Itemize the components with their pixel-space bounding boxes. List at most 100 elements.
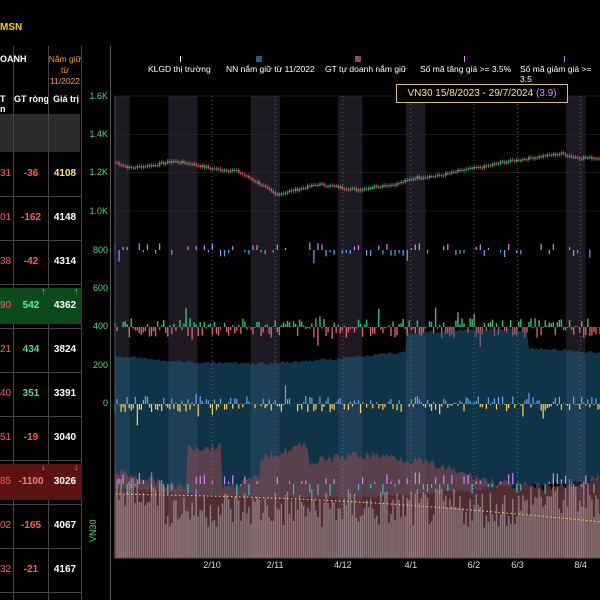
prop-flow-bar [400, 323, 402, 327]
net-flow-bar [331, 404, 333, 409]
candle [432, 176, 435, 178]
volume-bar [331, 501, 333, 558]
volume-bar [256, 496, 258, 558]
volume-bar [481, 493, 484, 558]
legend-label: Số mã giảm giá >= 3.5 [520, 64, 592, 84]
net-flow-bar [173, 404, 175, 409]
candle [242, 173, 244, 175]
volume-bar [447, 507, 449, 558]
net-flow-bar [266, 404, 268, 407]
candle [193, 163, 195, 165]
candle [515, 159, 518, 162]
breadth-bar-lower [560, 479, 563, 484]
breadth-bar-lower [593, 484, 595, 494]
x-tick-label: 2/11 [267, 560, 284, 570]
volume-bar [414, 493, 417, 558]
row-separator [0, 592, 82, 593]
candle [562, 152, 565, 154]
volume-bar [321, 526, 323, 558]
breadth-bar [223, 250, 226, 257]
net-flow-bar [520, 404, 522, 406]
volume-bar [418, 503, 421, 558]
prop-flow-bar [262, 327, 264, 333]
candle [481, 167, 484, 169]
row-holding-value: 3040 [53, 432, 77, 443]
volume-bar [392, 499, 394, 558]
prop-flow-bar [396, 327, 398, 336]
candle [181, 161, 183, 164]
net-flow-bar [288, 398, 291, 404]
breadth-bar-lower [520, 484, 522, 491]
row-net-value: -42 [23, 256, 39, 267]
breadth-bar [508, 243, 510, 250]
row-separator [0, 460, 82, 461]
row-separator [0, 416, 82, 417]
net-flow-bar [357, 400, 360, 404]
candle [140, 166, 143, 168]
volume-bar [148, 501, 151, 558]
candle [436, 174, 439, 176]
prop-flow-bar [579, 327, 581, 333]
prop-flow-bar [317, 327, 319, 346]
prop-flow-bar [146, 324, 149, 327]
candle [489, 165, 492, 167]
net-flow-bar [372, 404, 374, 409]
candle [179, 162, 181, 164]
volume-bar [252, 498, 254, 558]
net-flow-bar [250, 403, 252, 404]
breadth-bar-lower [548, 481, 550, 484]
volume-bar [118, 499, 120, 558]
volume-bar [408, 500, 410, 558]
breadth-bar [341, 250, 343, 254]
volume-bar [432, 514, 435, 558]
candle [513, 160, 516, 162]
candle [298, 189, 301, 191]
net-flow-bar [465, 397, 467, 404]
volume-bar [471, 520, 473, 558]
net-flow-bar [424, 404, 427, 408]
candle [252, 179, 254, 181]
candle [225, 169, 228, 172]
candle [341, 186, 344, 189]
prop-flow-bar [327, 327, 329, 333]
row-trade-value: 51 [0, 432, 12, 443]
volume-bar [424, 493, 427, 558]
candle [591, 156, 593, 160]
net-flow-bar [146, 396, 149, 404]
prop-flow-bar [339, 327, 341, 334]
breadth-bar-lower [422, 484, 425, 490]
prop-flow-bar [487, 323, 490, 327]
candle [339, 186, 342, 188]
breadth-bar [159, 243, 161, 250]
volume-bar [562, 500, 565, 558]
prop-flow-bar [416, 320, 419, 327]
net-flow-bar [575, 404, 577, 405]
volume-bar [189, 519, 191, 558]
breadth-bar-lower [309, 484, 311, 494]
net-flow-bar [228, 402, 230, 404]
net-flow-bar [589, 404, 591, 408]
prop-flow-bar [392, 321, 394, 327]
candle [353, 188, 356, 190]
prop-flow-bar [548, 322, 550, 327]
prop-flow-bar [305, 327, 307, 330]
volume-bar [278, 509, 281, 558]
prop-flow-bar [420, 327, 423, 336]
candle [404, 179, 406, 183]
breadth-bar-lower [163, 484, 165, 493]
volume-bar [581, 506, 583, 558]
volume-bar [576, 511, 579, 558]
candle [168, 161, 171, 163]
volume-bar [552, 479, 555, 558]
volume-bar [493, 520, 496, 558]
net-flow-bar [327, 397, 329, 404]
volume-bar [396, 493, 398, 558]
candle [544, 155, 547, 157]
volume-bar [225, 494, 228, 558]
row-net-value: -165 [20, 520, 41, 531]
net-flow-bar [581, 397, 583, 404]
candle [361, 189, 364, 191]
net-flow-bar [219, 398, 222, 404]
candle [256, 181, 258, 183]
candle [266, 186, 268, 188]
